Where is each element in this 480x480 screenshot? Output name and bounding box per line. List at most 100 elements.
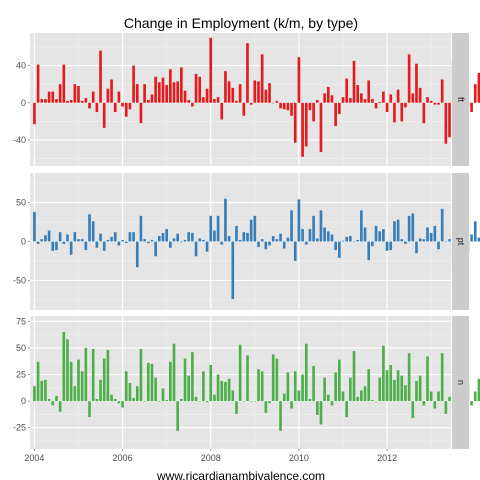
bar — [360, 210, 363, 242]
bar — [216, 215, 220, 242]
bar — [224, 71, 227, 103]
bar — [146, 241, 150, 244]
bar — [385, 241, 389, 251]
bar — [271, 236, 275, 242]
bar — [360, 390, 363, 402]
bar — [176, 81, 180, 103]
bar — [429, 391, 433, 402]
bar — [224, 381, 227, 402]
bar — [55, 241, 58, 251]
bar — [264, 89, 268, 103]
bar — [80, 100, 84, 103]
bar — [400, 239, 404, 242]
bar — [176, 401, 180, 431]
bar — [110, 79, 113, 103]
facet-strip — [452, 33, 469, 166]
bar — [367, 241, 371, 261]
bar — [99, 233, 102, 242]
bar — [315, 238, 319, 242]
bar — [246, 43, 249, 103]
bar — [209, 364, 213, 402]
bar — [422, 239, 426, 242]
bar — [429, 232, 433, 242]
bar — [396, 219, 400, 242]
bar — [172, 343, 176, 402]
bar — [213, 394, 216, 402]
bar — [33, 211, 36, 242]
bar — [382, 91, 385, 103]
bar — [338, 102, 341, 114]
bar — [385, 370, 389, 402]
y-tick-label: -50 — [13, 275, 26, 285]
bar — [150, 239, 154, 242]
bar — [47, 398, 51, 402]
bar — [389, 94, 393, 103]
bar — [47, 230, 51, 242]
bar — [224, 198, 227, 242]
bar — [47, 91, 51, 103]
bar — [433, 225, 437, 242]
bar — [146, 99, 150, 103]
bar — [286, 372, 290, 402]
bar — [411, 93, 415, 103]
bar — [257, 241, 260, 247]
bar — [338, 241, 341, 258]
bar — [440, 208, 444, 242]
bar — [312, 102, 315, 122]
bar — [246, 355, 249, 402]
bar — [161, 77, 165, 103]
bar — [157, 401, 161, 402]
bar — [275, 358, 279, 402]
bar — [110, 236, 113, 242]
bar — [102, 102, 106, 128]
bar — [382, 229, 385, 242]
bar — [308, 398, 312, 402]
bar — [157, 236, 161, 242]
bar — [238, 344, 242, 402]
bar — [323, 377, 326, 402]
bar — [106, 350, 110, 402]
bar — [238, 84, 242, 103]
bar — [220, 102, 224, 120]
bar — [407, 353, 411, 402]
bar — [180, 398, 183, 402]
bar — [444, 401, 448, 414]
bar — [58, 84, 62, 103]
x-tick-label: 2012 — [377, 453, 397, 463]
bar — [40, 239, 44, 242]
bar — [55, 395, 58, 402]
bar — [473, 84, 477, 103]
bar — [312, 366, 315, 402]
bar — [440, 79, 444, 103]
bar — [194, 241, 198, 257]
bar — [58, 401, 62, 412]
source-caption: www.ricardianambivalence.com — [156, 469, 325, 480]
bar — [304, 343, 308, 402]
bar — [80, 371, 84, 402]
bar — [227, 81, 231, 103]
bar — [371, 400, 374, 402]
facet-strip-label: ft — [456, 97, 466, 103]
bar — [128, 383, 132, 402]
bar — [400, 102, 404, 122]
bar — [91, 221, 95, 242]
bar — [477, 378, 480, 402]
bar — [40, 99, 44, 103]
bar — [437, 102, 440, 105]
bar — [378, 377, 382, 402]
bar — [117, 401, 121, 404]
bar — [396, 89, 400, 103]
bar — [169, 361, 172, 402]
bar — [297, 390, 301, 402]
bar — [213, 230, 216, 242]
bar — [418, 238, 422, 242]
bar — [172, 82, 176, 103]
bar — [62, 64, 66, 103]
bar — [80, 239, 84, 242]
bar — [91, 348, 95, 402]
bar — [264, 241, 268, 250]
bar — [69, 361, 73, 402]
bar — [253, 80, 257, 103]
bar — [349, 98, 352, 103]
